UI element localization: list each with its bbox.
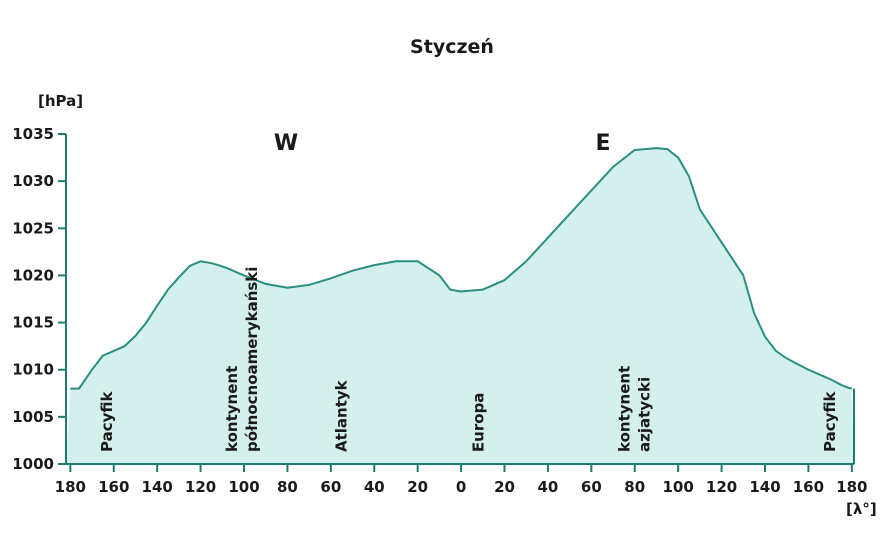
pressure-area <box>66 148 854 464</box>
x-tick-label: 120 <box>706 478 737 496</box>
x-tick-label: 120 <box>185 478 216 496</box>
x-tick-label: 20 <box>407 478 428 496</box>
x-tick-label: 20 <box>494 478 515 496</box>
y-tick-label: 1030 <box>12 172 54 190</box>
y-axis-label: [hPa] <box>38 92 83 110</box>
y-tick-label: 1015 <box>12 314 54 332</box>
region-label: Europa <box>470 393 488 453</box>
x-tick-label: 40 <box>537 478 558 496</box>
x-tick-label: 180 <box>836 478 867 496</box>
x-tick-label: 160 <box>793 478 824 496</box>
y-tick-label: 1010 <box>12 361 54 379</box>
x-tick-label: 60 <box>581 478 602 496</box>
marker-east: E <box>595 131 610 156</box>
x-tick-label: 100 <box>228 478 259 496</box>
x-tick-label: 160 <box>98 478 129 496</box>
marker-west: W <box>274 131 298 156</box>
area-layer <box>66 147 854 464</box>
axes <box>65 134 855 465</box>
y-tick-label: 1035 <box>12 125 54 143</box>
region-label: północnoamerykański <box>243 267 261 452</box>
x-tick-label: 40 <box>364 478 385 496</box>
x-axis-label: [λ°] <box>846 500 877 518</box>
region-label: kontynent <box>223 366 241 452</box>
region-label: Atlantyk <box>333 379 351 452</box>
pressure-line <box>70 147 853 390</box>
x-tick-label: 140 <box>142 478 173 496</box>
y-tick-label: 1005 <box>12 408 54 426</box>
x-tick-label: 140 <box>749 478 780 496</box>
y-ticks: 1000 1005 1010 1015 1020 1025 1030 1035 <box>12 125 66 473</box>
y-tick-label: 1025 <box>12 219 54 237</box>
region-label: azjatycki <box>636 377 654 452</box>
x-tick-label: 100 <box>663 478 694 496</box>
y-tick-label: 1020 <box>12 266 54 284</box>
chart-title: Styczeń <box>410 36 494 58</box>
region-label: Pacyfik <box>821 390 839 452</box>
y-tick-label: 1000 <box>12 455 54 473</box>
region-label: kontynent <box>616 366 634 452</box>
region-labels: Pacyfik kontynent północnoamerykański Atlan… <box>98 267 839 452</box>
x-tick-label: 60 <box>320 478 341 496</box>
x-tick-label: 180 <box>55 478 86 496</box>
x-tick-label: 80 <box>277 478 298 496</box>
x-tick-label: 0 <box>456 478 466 496</box>
region-label: Pacyfik <box>98 390 116 452</box>
x-tick-label: 80 <box>624 478 645 496</box>
x-ticks: 180 160 140 120 100 80 60 40 20 0 20 40 60 80 100 120 14… <box>55 464 867 496</box>
